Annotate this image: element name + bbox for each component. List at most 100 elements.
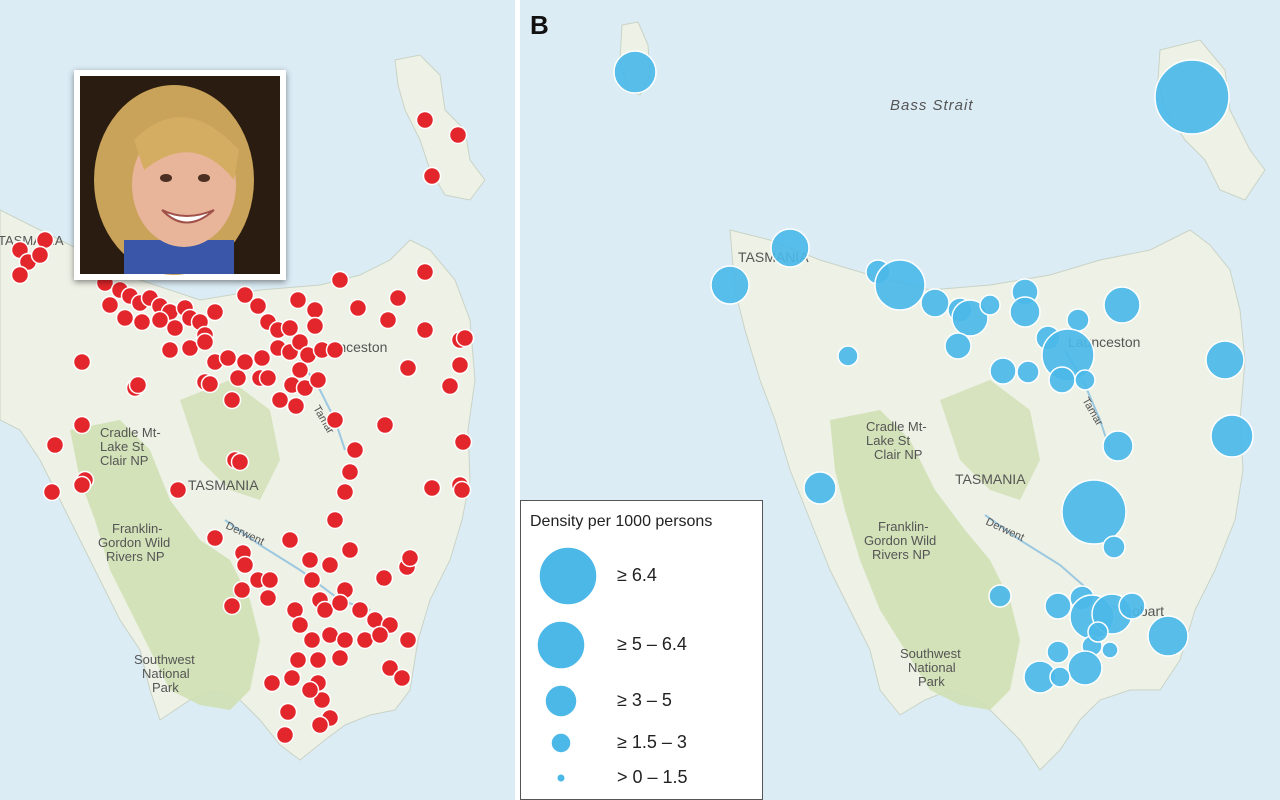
map-a-point bbox=[335, 482, 355, 502]
map-a-point bbox=[300, 550, 320, 570]
map-b-bubble bbox=[770, 228, 810, 268]
map-a-point bbox=[422, 166, 442, 186]
map-b-bubble bbox=[874, 259, 926, 311]
map-a-point bbox=[398, 358, 418, 378]
map-a-point bbox=[270, 390, 290, 410]
map-b-bubble bbox=[1067, 650, 1103, 686]
map-b-bubble bbox=[951, 299, 989, 337]
map-a-point bbox=[235, 285, 255, 305]
map-a-point bbox=[422, 478, 442, 498]
map-a-point bbox=[310, 715, 330, 735]
map-b-label-southwest-3: Park bbox=[918, 674, 945, 689]
legend-item-5: > 0 – 1.5 bbox=[521, 766, 764, 790]
map-a-point bbox=[325, 410, 345, 430]
map-a-point bbox=[305, 316, 325, 336]
map-a-point bbox=[205, 528, 225, 548]
map-a-point bbox=[115, 308, 135, 328]
map-b-bubble bbox=[1049, 666, 1071, 688]
map-a-point bbox=[288, 290, 308, 310]
map-a-point bbox=[258, 368, 278, 388]
map-a-point bbox=[165, 318, 185, 338]
map-a-point bbox=[160, 340, 180, 360]
panel-b-letter: B bbox=[530, 10, 549, 40]
map-b-bubble bbox=[1102, 430, 1134, 462]
map-a-point bbox=[302, 630, 322, 650]
map-a-point bbox=[100, 295, 120, 315]
map-b-bubble bbox=[979, 294, 1001, 316]
map-a-point bbox=[290, 360, 310, 380]
map-a-point bbox=[312, 690, 332, 710]
map-a-label-cradle-1: Cradle Mt- bbox=[100, 425, 161, 440]
map-b-bubbles bbox=[613, 50, 1254, 694]
map-a-point bbox=[278, 702, 298, 722]
map-a-point bbox=[325, 510, 345, 530]
map-b-bubble bbox=[803, 471, 837, 505]
map-a-point bbox=[378, 310, 398, 330]
map-a-point bbox=[330, 593, 350, 613]
map-b-label-tasmania: TASMANIA bbox=[955, 471, 1026, 487]
map-b-bubble bbox=[1210, 414, 1254, 458]
map-a-point bbox=[280, 530, 300, 550]
map-a-point bbox=[370, 625, 390, 645]
legend-swatch-4 bbox=[550, 732, 572, 754]
map-b-bubble bbox=[920, 288, 950, 318]
map-a-point bbox=[72, 352, 92, 372]
map-a-point bbox=[375, 415, 395, 435]
map-a-point bbox=[10, 265, 30, 285]
map-a-point bbox=[45, 435, 65, 455]
map-b-label-bass-strait: Bass Strait bbox=[890, 97, 974, 114]
legend-item-4: ≥ 1.5 – 3 bbox=[521, 730, 764, 756]
map-a-point bbox=[258, 588, 278, 608]
map-b-bubble bbox=[1087, 621, 1109, 643]
map-b-bubble bbox=[1101, 641, 1119, 659]
map-a-label-tasmania-edge: TASMANIA bbox=[0, 233, 64, 248]
map-b-label-southwest-2: National bbox=[908, 660, 956, 675]
legend-label-3: ≥ 3 – 5 bbox=[617, 690, 672, 710]
map-a-point bbox=[455, 328, 475, 348]
map-a-label-franklin-1: Franklin- bbox=[112, 521, 163, 536]
map-a-label-southwest-1: Southwest bbox=[134, 652, 195, 667]
legend: Density per 1000 persons ≥ 6.4 ≥ 5 – 6.4… bbox=[520, 500, 763, 800]
map-b-bubble bbox=[1061, 479, 1127, 545]
map-a-point bbox=[290, 615, 310, 635]
map-a-label-tasmania: TASMANIA bbox=[188, 477, 259, 493]
map-b-bubble bbox=[1009, 296, 1041, 328]
map-a-point bbox=[218, 348, 238, 368]
map-b-tasmania-land bbox=[729, 229, 1246, 771]
map-a-river-tamar bbox=[299, 359, 346, 451]
map-a-label-franklin-2: Gordon Wild bbox=[98, 535, 170, 550]
map-a-point bbox=[195, 332, 215, 352]
map-a-point bbox=[340, 540, 360, 560]
map-b-bubble bbox=[1102, 535, 1126, 559]
map-a-point bbox=[453, 432, 473, 452]
map-a-point bbox=[252, 348, 272, 368]
map-a-point bbox=[374, 568, 394, 588]
map-a-point bbox=[275, 725, 295, 745]
map-b-bubble bbox=[1066, 308, 1090, 332]
map-a-point bbox=[248, 296, 268, 316]
map-b-label-franklin-3: Rivers NP bbox=[872, 547, 931, 562]
legend-label-1: ≥ 6.4 bbox=[617, 565, 657, 585]
map-a-point bbox=[350, 600, 370, 620]
panel-divider bbox=[515, 0, 520, 800]
map-a-point bbox=[452, 480, 472, 500]
map-b-label-franklin-1: Franklin- bbox=[878, 519, 929, 534]
portrait-photo bbox=[80, 76, 280, 275]
map-a-point bbox=[315, 600, 335, 620]
map-a-point bbox=[415, 262, 435, 282]
map-a-label-southwest-2: National bbox=[142, 666, 190, 681]
map-a-point bbox=[228, 368, 248, 388]
map-a-point bbox=[205, 302, 225, 322]
map-a-label-cradle-3: Clair NP bbox=[100, 453, 148, 468]
map-a-point bbox=[398, 630, 418, 650]
map-b-label-cradle-3: Clair NP bbox=[874, 447, 922, 462]
map-a-point bbox=[72, 415, 92, 435]
map-a-point bbox=[320, 555, 340, 575]
map-b-bubble bbox=[710, 265, 750, 305]
map-a-point bbox=[400, 548, 420, 568]
map-a-point bbox=[348, 298, 368, 318]
map-a-points bbox=[10, 110, 475, 745]
legend-swatch-2 bbox=[536, 620, 586, 670]
map-a-point bbox=[72, 475, 92, 495]
map-a-label-southwest-3: Park bbox=[152, 680, 179, 695]
